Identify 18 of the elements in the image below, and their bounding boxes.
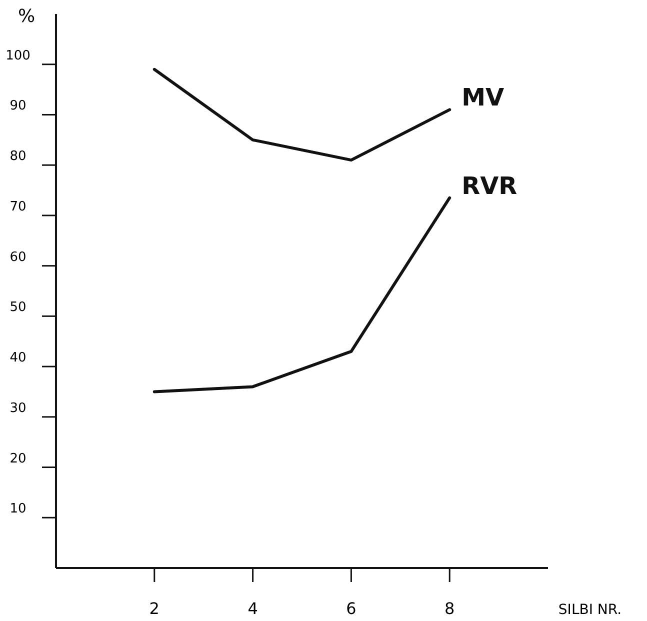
y-tick-label: 50 bbox=[10, 300, 26, 316]
y-tick-label: 90 bbox=[10, 98, 26, 114]
x-axis-title: SILBI NR. bbox=[558, 602, 622, 618]
y-tick-label: 40 bbox=[10, 350, 26, 366]
y-tick-label: 20 bbox=[10, 451, 26, 466]
y-tick-label: 100 bbox=[6, 48, 30, 64]
y-tick-label: 10 bbox=[10, 502, 26, 517]
series-label: RVR bbox=[462, 172, 518, 200]
x-tick-label: 4 bbox=[248, 599, 258, 618]
y-tick-label: 70 bbox=[10, 199, 26, 214]
x-tick-label: 8 bbox=[444, 599, 455, 618]
x-tick-label: 2 bbox=[149, 599, 160, 618]
y-tick-label: 80 bbox=[10, 149, 26, 164]
x-tick-label: 6 bbox=[346, 599, 356, 618]
y-tick-label: 30 bbox=[10, 400, 26, 416]
y-tick-label: 60 bbox=[10, 250, 26, 265]
y-axis-title: % bbox=[18, 6, 36, 27]
series-label: MV bbox=[462, 84, 504, 112]
